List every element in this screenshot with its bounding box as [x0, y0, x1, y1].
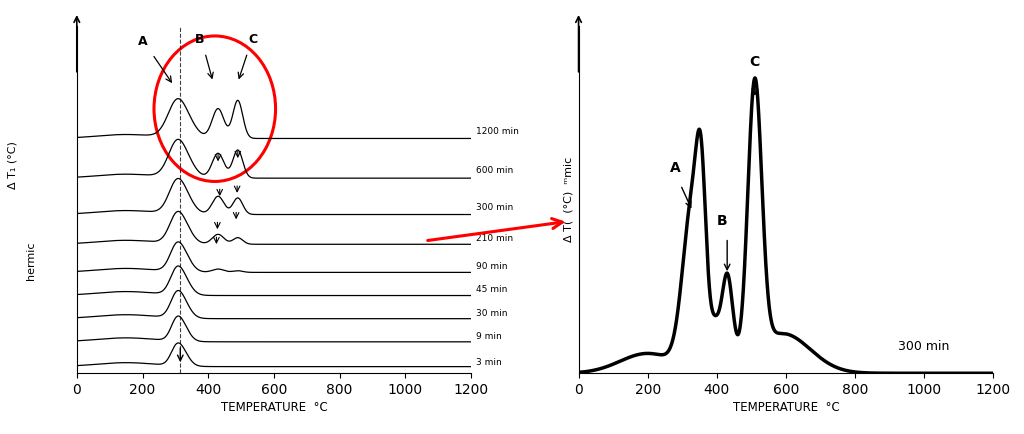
Text: B: B	[717, 214, 727, 228]
Text: 90 min: 90 min	[476, 262, 508, 271]
Text: 1200 min: 1200 min	[476, 127, 519, 135]
Text: C: C	[248, 33, 257, 46]
Text: 3 min: 3 min	[476, 358, 502, 367]
Text: B: B	[196, 33, 205, 46]
Text: 600 min: 600 min	[476, 166, 513, 175]
Text: 300 min: 300 min	[898, 340, 950, 353]
Text: hermic: hermic	[26, 241, 36, 279]
Text: 300 min: 300 min	[476, 203, 513, 212]
Text: 210 min: 210 min	[476, 233, 513, 243]
Text: 9 min: 9 min	[476, 332, 502, 342]
Text: 45 min: 45 min	[476, 286, 507, 294]
Text: A: A	[137, 35, 147, 48]
Y-axis label: Δ T(  (°C)  ᵐmic: Δ T( (°C) ᵐmic	[563, 157, 573, 242]
X-axis label: TEMPERATURE  °C: TEMPERATURE °C	[732, 401, 840, 414]
Text: A: A	[670, 161, 681, 175]
X-axis label: TEMPERATURE  °C: TEMPERATURE °C	[220, 401, 328, 414]
Text: Δ T₁ (°C): Δ T₁ (°C)	[7, 141, 17, 189]
Text: C: C	[750, 55, 760, 69]
Text: 30 min: 30 min	[476, 309, 508, 318]
